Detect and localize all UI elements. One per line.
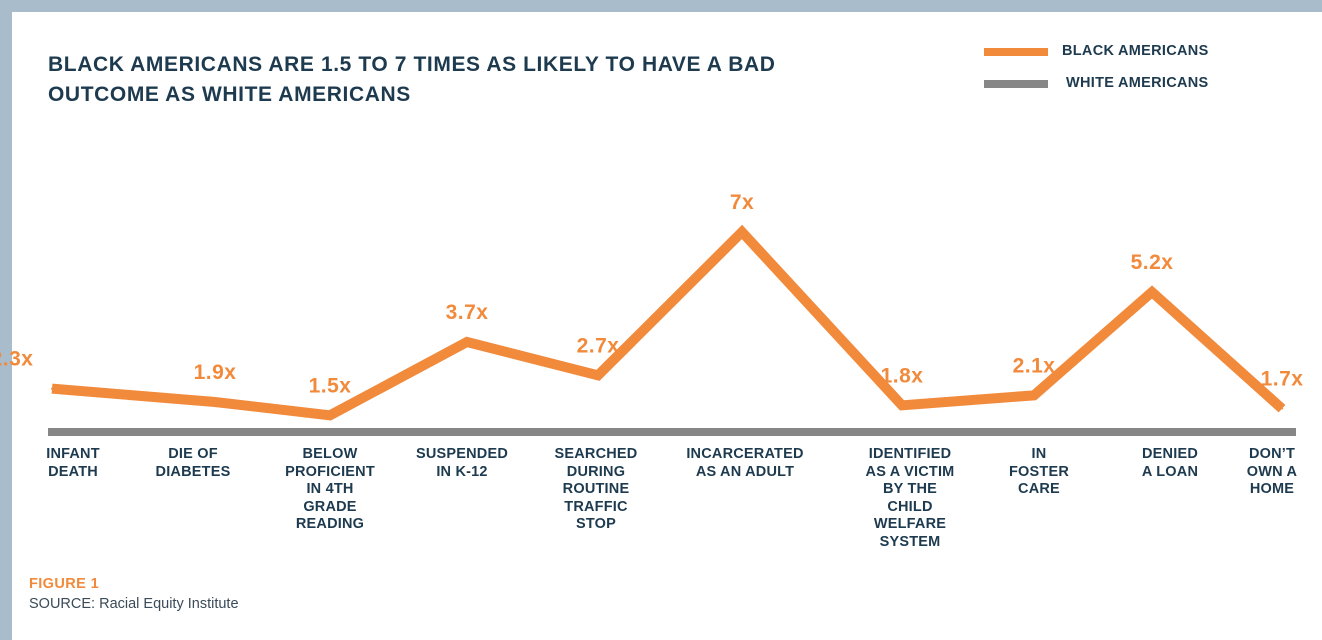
data-label: 5.2x <box>1131 251 1174 274</box>
chart-title: BLACK AMERICANS ARE 1.5 TO 7 TIMES AS LI… <box>48 53 776 106</box>
data-point-black-americans <box>329 414 331 417</box>
data-point-black-americans <box>1033 394 1035 397</box>
legend-label-white-americans: WHITE AMERICANS <box>1066 75 1209 91</box>
data-point-black-americans <box>741 231 743 233</box>
legend-swatch-white-americans <box>984 80 1048 88</box>
category-label: BELOW PROFICIENT IN 4TH GRADE READING <box>285 446 375 532</box>
data-label: 2.1x <box>1013 354 1056 377</box>
category-label: IDENTIFIED AS A VICTIM BY THE CHILD WELFARE S… <box>865 446 955 550</box>
data-point-black-americans <box>1151 291 1153 293</box>
figure-panel <box>12 12 1322 640</box>
source-note: SOURCE: Racial Equity Institute <box>29 596 239 612</box>
data-point-black-americans <box>1281 407 1283 410</box>
data-point-black-americans <box>901 404 903 407</box>
data-label: 7x <box>730 191 754 214</box>
data-point-black-americans <box>51 387 53 390</box>
data-label: 2.3x <box>0 348 33 371</box>
category-label: SEARCHED DURING ROUTINE TRAFFIC STOP <box>554 446 638 532</box>
category-label: INCARCERATED AS AN ADULT <box>686 446 804 480</box>
data-label: 1.8x <box>881 364 924 387</box>
data-label: 1.9x <box>194 361 237 384</box>
data-label: 1.5x <box>309 374 352 397</box>
category-label: DON’T OWN A HOME <box>1246 446 1298 497</box>
data-label: 1.7x <box>1261 368 1304 391</box>
data-point-black-americans <box>466 341 468 343</box>
data-label: 2.7x <box>577 334 620 357</box>
data-point-black-americans <box>597 374 599 377</box>
legend-label-black-americans: BLACK AMERICANS <box>1062 43 1209 59</box>
legend-swatch-black-americans <box>984 48 1048 56</box>
data-label: 3.7x <box>446 301 489 324</box>
category-label: SUSPENDED IN K-12 <box>415 446 509 480</box>
category-label: DIE OF DIABETES <box>155 446 231 480</box>
category-label: IN FOSTER CARE <box>1008 446 1069 497</box>
category-label: DENIED A LOAN <box>1141 446 1199 480</box>
data-point-black-americans <box>214 401 216 403</box>
category-label: INFANT DEATH <box>46 446 100 480</box>
series-line-black-americans <box>51 224 1286 421</box>
figure-label: FIGURE 1 <box>29 576 100 592</box>
